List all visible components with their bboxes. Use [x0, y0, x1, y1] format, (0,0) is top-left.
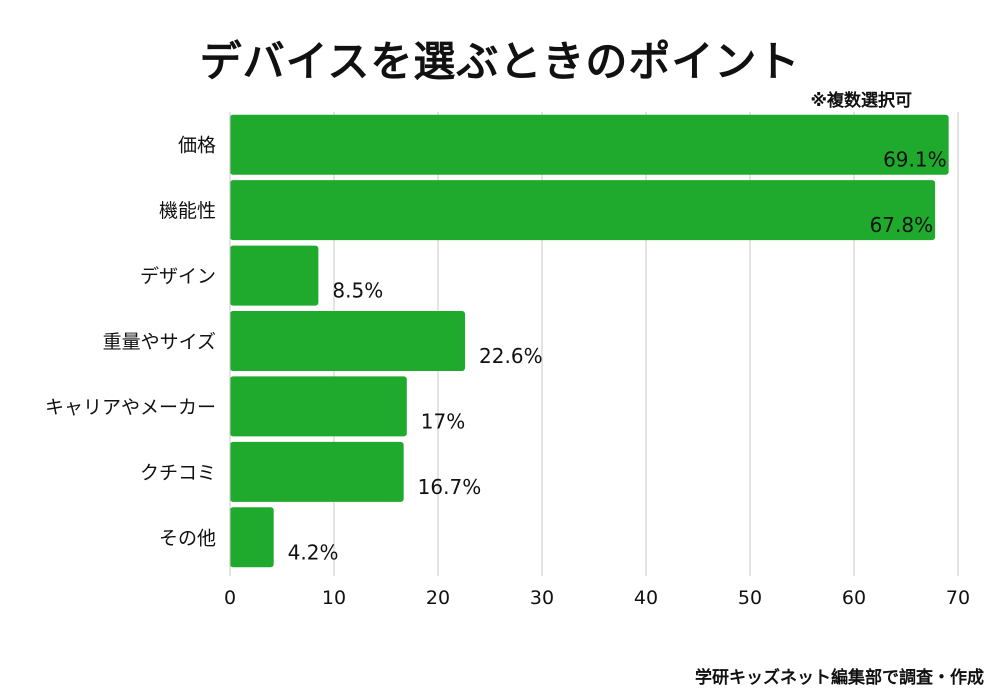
- bar: [230, 114, 949, 175]
- value-label: 67.8%: [870, 213, 934, 237]
- value-label: 8.5%: [332, 279, 383, 303]
- multiple-choice-note: ※複数選択可: [810, 91, 912, 111]
- category-label: 価格: [178, 135, 216, 157]
- category-label: キャリアやメーカー: [45, 396, 216, 418]
- category-label: 機能性: [159, 200, 216, 222]
- bar: [230, 507, 274, 568]
- category-label: デザイン: [140, 266, 216, 288]
- x-tick-label: 30: [530, 587, 554, 609]
- bar: [230, 180, 936, 241]
- value-label: 16.7%: [418, 475, 482, 499]
- x-tick-label: 0: [224, 587, 236, 609]
- value-label: 17%: [421, 409, 465, 433]
- x-tick-label: 40: [634, 587, 658, 609]
- bar: [230, 441, 404, 502]
- value-label: 69.1%: [883, 148, 947, 172]
- bar: [230, 376, 407, 437]
- x-tick-label: 60: [842, 587, 866, 609]
- category-label: その他: [159, 527, 216, 549]
- value-label: 22.6%: [479, 344, 543, 368]
- x-tick-label: 10: [322, 587, 346, 609]
- chart-title: デバイスを選ぶときのポイント: [199, 37, 801, 86]
- bar: [230, 245, 319, 306]
- source-credit: 学研キッズネット編集部で調査・作成: [695, 668, 984, 688]
- x-tick-label: 20: [426, 587, 450, 609]
- x-tick-label: 50: [738, 587, 762, 609]
- x-tick-label: 70: [946, 587, 970, 609]
- value-label: 4.2%: [288, 540, 339, 564]
- category-label: クチコミ: [140, 462, 216, 484]
- bar: [230, 311, 466, 371]
- category-label: 重量やサイズ: [103, 331, 216, 353]
